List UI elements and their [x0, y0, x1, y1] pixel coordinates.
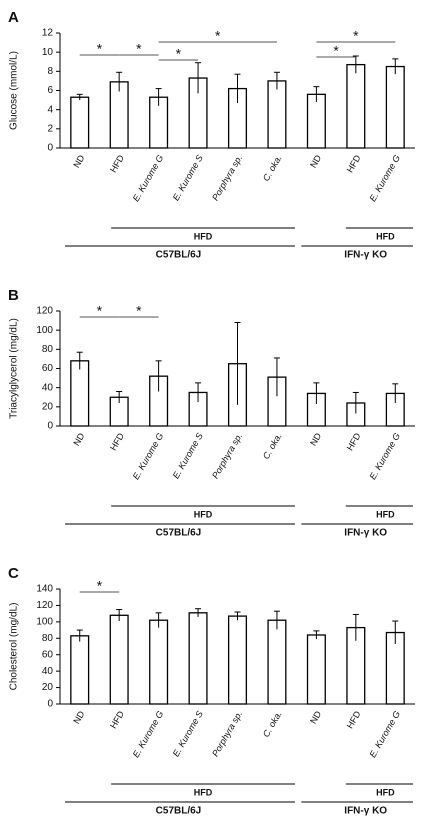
panel-label: C	[8, 565, 19, 582]
panel-label: A	[8, 9, 19, 26]
x-tick-label: E. Kurome S	[171, 431, 205, 480]
x-tick-label: HFD	[345, 153, 363, 174]
x-tick-label: E. Kurome G	[367, 709, 402, 759]
x-tick-label: C. oka.	[261, 709, 284, 739]
x-tick-label: ND	[71, 709, 86, 726]
y-tick-label: 60	[42, 649, 54, 660]
x-tick-label: HFD	[345, 431, 363, 452]
bar	[227, 615, 248, 705]
bar	[70, 360, 90, 427]
x-tick-label: E. Kurome S	[171, 153, 205, 202]
x-tick-label: ND	[71, 153, 86, 170]
bar	[70, 96, 90, 149]
bar	[70, 635, 90, 705]
x-tick-label: E. Kurome S	[171, 709, 205, 758]
group-label: HFD	[376, 509, 395, 519]
significance-star: *	[176, 46, 182, 62]
y-tick-label: 4	[47, 104, 53, 115]
group-label: IFN-γ KO	[344, 528, 387, 539]
y-axis-label: Triacylglycerol (mg/dL)	[9, 318, 20, 419]
x-tick-label: HFD	[108, 709, 126, 730]
bar	[267, 80, 287, 149]
bar	[109, 81, 129, 149]
y-tick-label: 40	[42, 666, 54, 677]
y-axis-label: Glucose (mmol/L)	[9, 51, 20, 130]
group-label: HFD	[376, 231, 395, 241]
y-axis-label: Cholesterol (mg/dL)	[9, 603, 20, 691]
y-tick-label: 140	[36, 584, 53, 595]
group-label: HFD	[194, 787, 213, 797]
x-tick-label: ND	[308, 709, 323, 726]
x-tick-label: E. Kurome G	[367, 153, 402, 203]
y-tick-label: 20	[42, 401, 54, 412]
x-tick-label: HFD	[108, 153, 126, 174]
x-tick-label: HFD	[345, 709, 363, 730]
y-tick-label: 0	[47, 699, 53, 710]
group-label: HFD	[194, 231, 213, 241]
significance-star: *	[97, 578, 103, 594]
x-tick-label: Porphyra sp.	[210, 153, 244, 202]
significance-star: *	[333, 43, 339, 59]
y-tick-label: 100	[36, 325, 53, 336]
x-tick-label: ND	[308, 153, 323, 170]
panel-label: B	[8, 287, 19, 304]
significance-star: *	[353, 28, 359, 44]
x-tick-label: E. Kurome G	[131, 431, 166, 481]
y-tick-label: 120	[36, 306, 53, 317]
bar	[267, 619, 287, 705]
y-tick-label: 2	[47, 123, 53, 134]
x-tick-label: C. oka.	[261, 153, 284, 183]
x-tick-label: E. Kurome G	[131, 153, 166, 203]
significance-star: *	[215, 28, 221, 44]
x-tick-label: Porphyra sp.	[210, 709, 244, 758]
y-tick-label: 100	[36, 616, 53, 627]
significance-star: *	[97, 41, 103, 57]
y-tick-label: 40	[42, 382, 54, 393]
bar	[149, 619, 169, 705]
group-label: IFN-γ KO	[344, 806, 387, 817]
bar	[306, 93, 326, 149]
y-tick-label: 12	[42, 28, 54, 39]
bar	[306, 634, 326, 705]
group-label: C57BL/6J	[156, 806, 202, 817]
group-label: C57BL/6J	[156, 528, 202, 539]
group-label: HFD	[194, 509, 213, 519]
bar	[385, 65, 405, 149]
group-label: IFN-γ KO	[344, 250, 387, 261]
y-tick-label: 80	[42, 344, 54, 355]
significance-star: *	[136, 303, 142, 319]
bar	[188, 612, 208, 705]
bar	[109, 614, 129, 705]
significance-star: *	[136, 41, 142, 57]
y-tick-label: 0	[47, 143, 53, 154]
y-tick-label: 6	[47, 85, 53, 96]
x-tick-label: HFD	[108, 431, 126, 452]
y-tick-label: 8	[47, 66, 53, 77]
x-tick-label: E. Kurome G	[367, 431, 402, 481]
y-tick-label: 10	[42, 47, 54, 58]
group-label: HFD	[376, 787, 395, 797]
y-tick-label: 20	[42, 682, 54, 693]
y-tick-label: 0	[47, 421, 53, 432]
group-label: C57BL/6J	[156, 250, 202, 261]
significance-star: *	[97, 303, 103, 319]
x-tick-label: Porphyra sp.	[210, 431, 244, 480]
x-tick-label: E. Kurome G	[131, 709, 166, 759]
x-tick-label: C. oka.	[261, 431, 284, 461]
y-tick-label: 120	[36, 600, 53, 611]
y-tick-label: 80	[42, 633, 54, 644]
x-tick-label: ND	[308, 431, 323, 448]
x-tick-label: ND	[71, 431, 86, 448]
y-tick-label: 60	[42, 363, 54, 374]
bar	[346, 63, 366, 149]
